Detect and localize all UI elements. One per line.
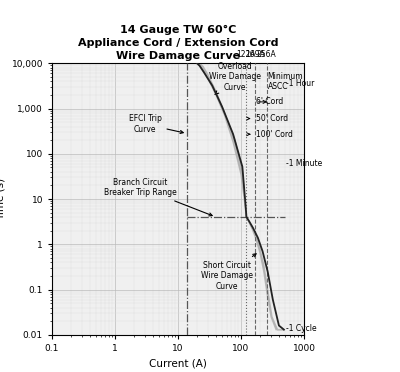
Polygon shape xyxy=(197,63,246,217)
Text: EFCI Trip
Curve: EFCI Trip Curve xyxy=(129,115,183,134)
Text: 100' Cord: 100' Cord xyxy=(247,130,293,139)
Text: -1 Cycle: -1 Cycle xyxy=(286,324,316,333)
Text: Minimum
ASCC: Minimum ASCC xyxy=(268,71,303,91)
Text: -1 Hour: -1 Hour xyxy=(286,79,314,88)
Text: Short Circuit
Wire Damage
Curve: Short Circuit Wire Damage Curve xyxy=(201,254,256,291)
X-axis label: Current (A): Current (A) xyxy=(149,358,207,368)
Text: Branch Circuit
Breaker Trip Range: Branch Circuit Breaker Trip Range xyxy=(104,178,212,216)
Text: Overload
Wire Damage
Curve: Overload Wire Damage Curve xyxy=(209,62,261,94)
Text: 50' Cord: 50' Cord xyxy=(247,114,288,123)
Polygon shape xyxy=(246,217,284,330)
Text: 122A: 122A xyxy=(237,50,256,59)
Text: 169A: 169A xyxy=(246,50,265,59)
Text: -1 Minute: -1 Minute xyxy=(286,159,322,168)
Text: 256A: 256A xyxy=(257,50,276,59)
Text: 6' Cord: 6' Cord xyxy=(256,97,284,106)
Title: 14 Gauge TW 60°C
Appliance Cord / Extension Cord
Wire Damage Curve: 14 Gauge TW 60°C Appliance Cord / Extens… xyxy=(78,25,278,61)
Y-axis label: Time (s): Time (s) xyxy=(0,178,6,220)
